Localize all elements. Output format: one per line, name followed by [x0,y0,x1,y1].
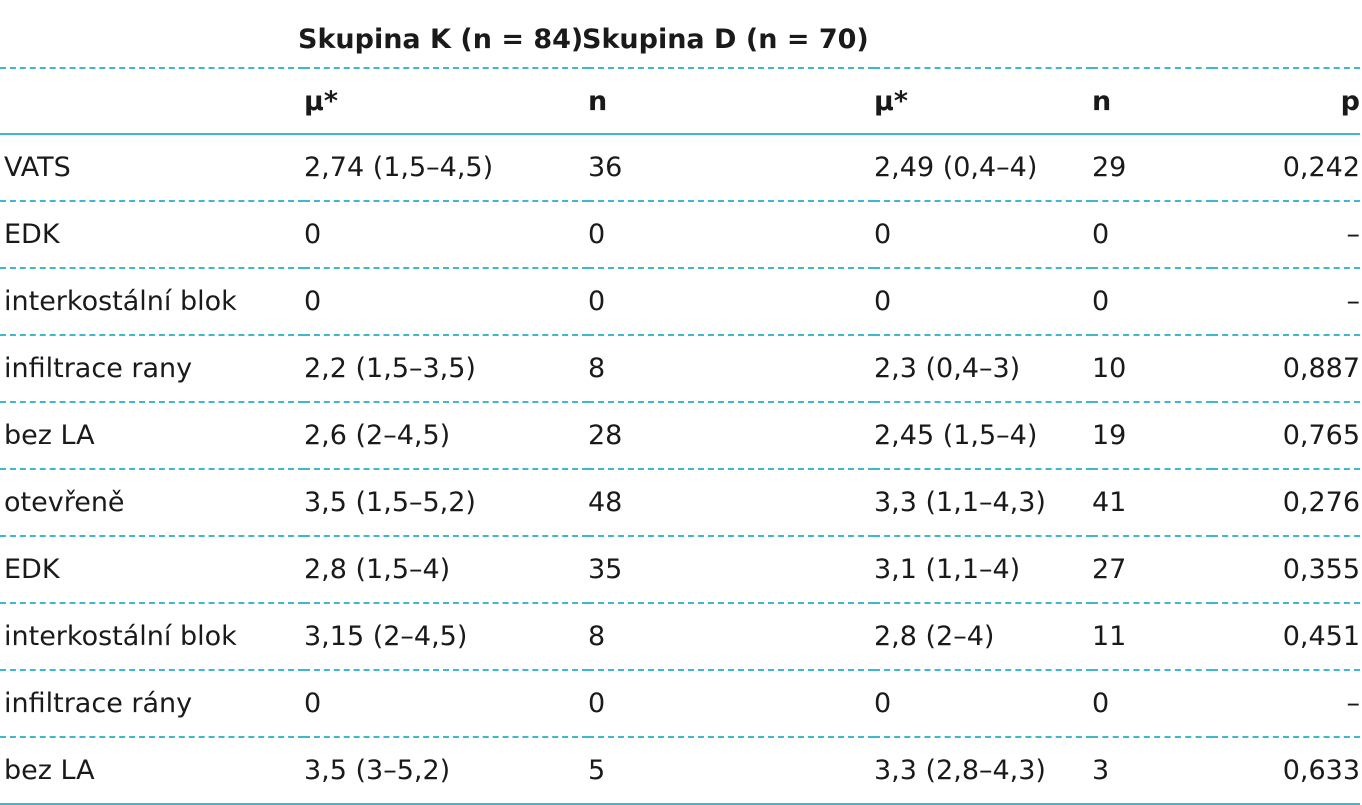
p-value-cell: 0,451 [1282,621,1360,652]
n-k-cell: 48 [588,487,623,518]
mean-d-cell: 2,3 (0,4–3) [874,353,1021,384]
row-label: EDK [4,554,60,585]
mean-k-cell: 3,5 (1,5–5,2) [304,487,476,518]
p-value-cell: 0,633 [1282,755,1360,786]
n-d-cell: 29 [1092,152,1127,183]
mean-d-cell: 0 [874,688,892,719]
p-value-cell: 0,765 [1282,420,1360,451]
n-d-cell: 19 [1092,420,1127,451]
group-k-header: Skupina K (n = 84) [298,24,584,55]
row-label: VATS [4,152,71,183]
n-d-cell: 0 [1092,688,1110,719]
row-label: infiltrace rány [4,688,193,719]
mean-d-cell: 0 [874,219,892,250]
table-row: infiltrace rany 2,2 (1,5–3,5) 8 2,3 (0,4–3)… [0,335,1360,402]
mean-d-cell: 3,1 (1,1–4) [874,554,1021,585]
p-value-cell: 0,887 [1282,353,1360,384]
row-label: interkostální blok [4,286,237,317]
n-k-cell: 28 [588,420,623,451]
p-value-cell: 0,242 [1282,152,1360,183]
column-header-p: p [1212,68,1360,135]
p-value-cell: 0,276 [1282,487,1360,518]
n-k-cell: 8 [588,621,606,652]
group-d-header: Skupina D (n = 70) [582,24,869,55]
mean-d-cell: 2,49 (0,4–4) [874,152,1038,183]
row-label: otevřeně [4,487,125,518]
n-d-cell: 0 [1092,286,1110,317]
table-row: VATS 2,74 (1,5–4,5) 36 2,49 (0,4–4) 29 0,242 [0,134,1360,201]
table-row: bez LA 2,6 (2–4,5) 28 2,45 (1,5–4) 19 0,765 [0,402,1360,469]
row-label: interkostální blok [4,621,237,652]
table-row: bez LA 3,5 (3–5,2) 5 3,3 (2,8–4,3) 3 0,633 [0,737,1360,804]
table-row: EDK 0 0 0 0 – [0,201,1360,268]
n-d-cell: 3 [1092,755,1110,786]
n-d-cell: 11 [1092,621,1127,652]
mean-d-cell: 2,8 (2–4) [874,621,995,652]
table-row: otevřeně 3,5 (1,5–5,2) 48 3,3 (1,1–4,3) 41 0,… [0,469,1360,536]
mean-k-cell: 2,6 (2–4,5) [304,420,451,451]
mean-k-cell: 0 [304,688,322,719]
column-header-mean-d: μ* [874,68,1092,135]
n-k-cell: 8 [588,353,606,384]
n-k-cell: 0 [588,219,606,250]
n-k-cell: 5 [588,755,606,786]
column-header-mean-k: μ* [304,68,588,135]
mean-k-cell: 2,74 (1,5–4,5) [304,152,494,183]
n-k-cell: 0 [588,688,606,719]
n-k-cell: 35 [588,554,623,585]
mean-k-cell: 0 [304,286,322,317]
mean-k-cell: 3,15 (2–4,5) [304,621,468,652]
n-k-cell: 0 [588,286,606,317]
mean-k-cell: 2,2 (1,5–3,5) [304,353,476,384]
n-k-cell: 36 [588,152,623,183]
n-d-cell: 27 [1092,554,1127,585]
p-value-cell: – [1346,688,1361,719]
column-header-label [0,68,304,135]
n-d-cell: 0 [1092,219,1110,250]
column-header-n-d: n [1092,68,1212,135]
row-label: infiltrace rany [4,353,193,384]
row-label: bez LA [4,755,95,786]
n-d-cell: 41 [1092,487,1127,518]
table-row: infiltrace rány 0 0 0 0 – [0,670,1360,737]
results-table: μ* n μ* n p VATS 2,74 (1,5–4,5) 36 2,49 (0,… [0,67,1360,805]
n-d-cell: 10 [1092,353,1127,384]
p-value-cell: – [1346,286,1361,317]
row-label: bez LA [4,420,95,451]
table-row: EDK 2,8 (1,5–4) 35 3,1 (1,1–4) 27 0,355 [0,536,1360,603]
mean-k-cell: 0 [304,219,322,250]
table-row: interkostální blok 3,15 (2–4,5) 8 2,8 (2–4)… [0,603,1360,670]
mean-k-cell: 2,8 (1,5–4) [304,554,451,585]
row-label: EDK [4,219,60,250]
mean-d-cell: 0 [874,286,892,317]
column-header-row: μ* n μ* n p [0,68,1360,135]
p-value-cell: – [1346,219,1361,250]
mean-k-cell: 3,5 (3–5,2) [304,755,451,786]
mean-d-cell: 3,3 (2,8–4,3) [874,755,1046,786]
p-value-cell: 0,355 [1282,554,1360,585]
mean-d-cell: 3,3 (1,1–4,3) [874,487,1046,518]
table-row: interkostální blok 0 0 0 0 – [0,268,1360,335]
column-header-n-k: n [588,68,874,135]
mean-d-cell: 2,45 (1,5–4) [874,420,1038,451]
